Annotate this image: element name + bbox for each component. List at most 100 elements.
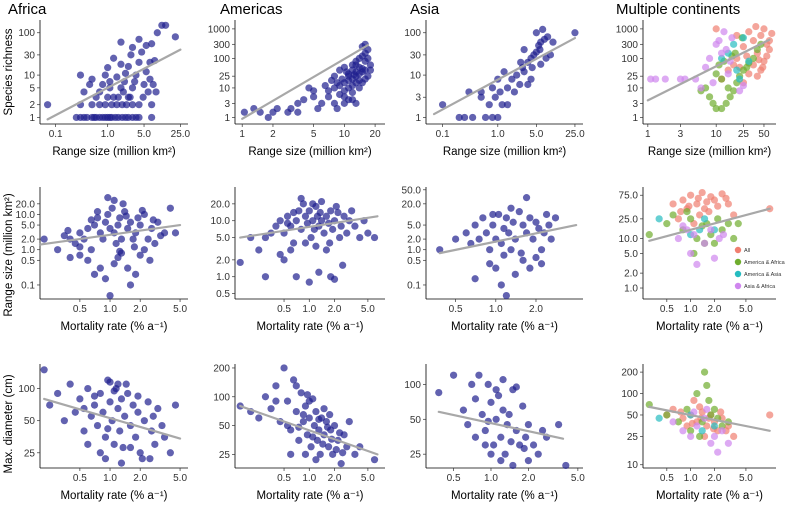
point-america-africa <box>663 411 671 419</box>
point <box>54 389 62 398</box>
point <box>90 392 99 400</box>
y-tick-label: 75.0 <box>619 191 639 202</box>
point <box>146 455 154 463</box>
x-tick-label: 0.5 <box>449 304 463 315</box>
panel-r3c4: 0.5 1.0 2.0 5.0 10 25 50 100 200 Mortality rate (… <box>621 364 776 502</box>
point-america-africa <box>712 70 720 78</box>
x-tick-label: 1.0 <box>484 473 498 484</box>
point <box>136 251 144 259</box>
point <box>292 382 300 390</box>
point-america-asia <box>698 427 706 435</box>
point <box>334 208 342 217</box>
point <box>60 417 68 425</box>
point-america-asia <box>710 422 719 430</box>
point <box>338 75 346 83</box>
point-asia-africa <box>707 226 715 234</box>
point <box>527 75 535 83</box>
y-tick-label: 25.0 <box>619 214 639 225</box>
x-tick-label: 2.0 <box>707 473 721 484</box>
point <box>158 421 166 430</box>
point <box>475 371 483 379</box>
point <box>492 386 500 394</box>
y-tick-label: 300 <box>213 40 230 51</box>
point-america-asia <box>735 75 744 83</box>
point <box>64 226 72 235</box>
x-tick-label: 25.0 <box>171 129 191 140</box>
point <box>469 113 477 122</box>
y-tick-label: 30 <box>24 50 36 61</box>
point-all <box>717 408 725 416</box>
point <box>449 371 458 379</box>
point <box>487 398 495 406</box>
point-america-africa <box>710 239 719 247</box>
x-tick-label: 5.0 <box>173 304 187 315</box>
point <box>322 212 330 220</box>
y-tick-label: 300 <box>621 40 638 51</box>
panel-r2c2: 0.5 1.0 2.0 5.0 0.5 1.0 2.0 5.0 10.0 20.0 Mortalit… <box>211 187 385 333</box>
point <box>312 242 320 250</box>
point <box>101 433 110 441</box>
trend-line <box>648 405 771 432</box>
y-tick-label: 0.5 <box>407 256 421 267</box>
trend-line <box>241 44 369 120</box>
point <box>364 229 372 237</box>
point <box>119 88 127 96</box>
point-all <box>730 432 738 441</box>
x-tick-label: 5.0 <box>529 129 543 140</box>
point-asia-africa <box>705 54 714 63</box>
x-axis-label: Mortality rate (% a⁻¹) <box>256 490 363 502</box>
point-america-africa <box>696 432 704 441</box>
point <box>309 200 317 208</box>
panel-r2c4: 0.5 1.0 2.0 5.0 1.0 2.0 5.0 10.0 25.0 75.0 Mortali… <box>619 187 786 333</box>
point <box>352 99 360 107</box>
point <box>138 455 146 463</box>
y-tick-label: 2.0 <box>21 235 35 246</box>
panel-r1c1: 0.1 1.0 5.0 25.0 1 2 510 30 100 Range size (milli… <box>18 20 191 158</box>
point <box>459 406 468 414</box>
point <box>283 219 292 227</box>
point <box>513 71 521 79</box>
x-tick-label: 2 <box>270 129 276 140</box>
point <box>330 421 339 430</box>
x-axis-label: Mortality rate (% a⁻¹) <box>451 321 558 333</box>
point <box>287 104 295 113</box>
point <box>114 380 122 388</box>
panel-r3c3: 0.5 1.0 2.0 5.0 25 50 100 Mortality rate (% a⁻¹… <box>404 364 585 502</box>
point <box>435 388 443 397</box>
point <box>509 461 517 470</box>
point-all <box>674 215 682 223</box>
point <box>76 229 84 237</box>
point <box>93 421 102 430</box>
y-tick-label: 25 <box>219 72 231 83</box>
point <box>471 275 479 283</box>
point <box>439 101 447 109</box>
point-all <box>765 45 773 54</box>
point-asia-africa <box>687 249 695 258</box>
point-all <box>722 194 730 202</box>
point <box>307 233 315 242</box>
point <box>535 224 543 233</box>
point <box>536 45 544 54</box>
point-america-africa <box>687 427 695 435</box>
point-all <box>752 22 760 31</box>
point <box>294 108 302 116</box>
legend: All America & Africa America & Asia Asia & … <box>734 246 786 290</box>
point-all <box>745 70 753 78</box>
point <box>101 218 110 226</box>
point <box>315 415 323 423</box>
point <box>502 291 510 300</box>
point <box>519 256 527 264</box>
point <box>108 101 116 109</box>
point <box>325 443 333 451</box>
point <box>110 387 118 395</box>
legend-label: America & Africa <box>744 260 786 266</box>
point <box>171 33 179 41</box>
y-tick-label: 1.0 <box>624 284 638 295</box>
point <box>326 239 334 247</box>
point-all <box>696 211 704 219</box>
point <box>144 235 152 243</box>
y-tick-label: 50.0 <box>402 185 422 196</box>
point <box>332 202 340 211</box>
